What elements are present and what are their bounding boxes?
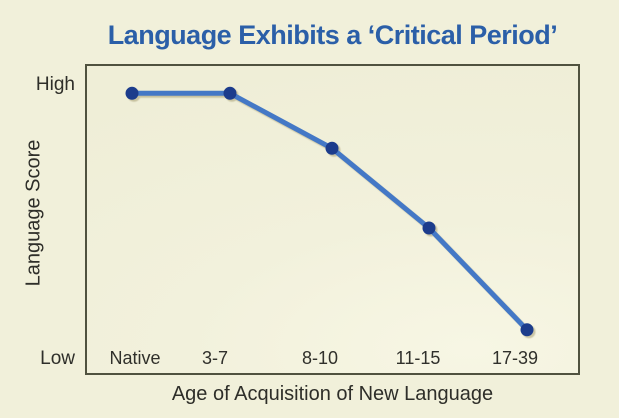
- y-tick-low: Low: [40, 348, 75, 369]
- series-line: [129, 90, 530, 333]
- y-axis-title: Language Score: [22, 139, 45, 287]
- x-tick-label: 8-10: [301, 348, 339, 368]
- data-point-3-7: [223, 86, 237, 100]
- data-point-Native: [125, 86, 139, 100]
- x-tick-label: 11-15: [395, 348, 441, 368]
- x-tick-label: Native: [109, 348, 161, 368]
- x-tick-label: 17-39: [491, 348, 539, 368]
- chart-title: Language Exhibits a ‘Critical Period’: [107, 20, 558, 50]
- data-series-language-score: [125, 86, 534, 337]
- x-tick-label: 3-7: [201, 348, 229, 368]
- data-point-11-15: [422, 221, 436, 235]
- plot-area: Native 3-7 8-10 11-15 17-39: [85, 64, 580, 375]
- x-axis-title: Age of Acquisition of New Language: [171, 383, 494, 405]
- data-point-8-10: [325, 141, 339, 155]
- data-point-17-39: [520, 323, 534, 337]
- y-tick-high: High: [35, 74, 75, 95]
- line-chart: [125, 86, 534, 337]
